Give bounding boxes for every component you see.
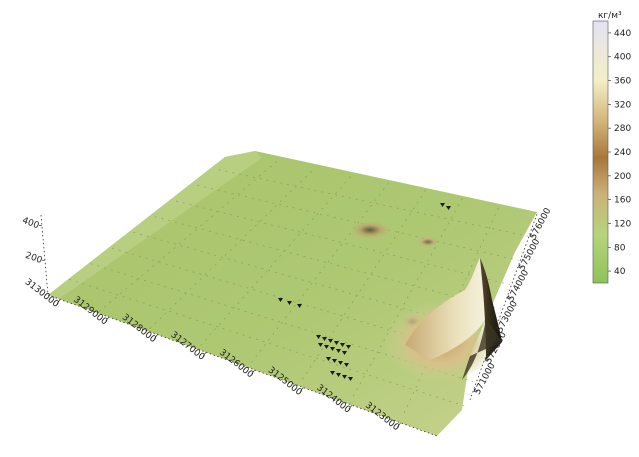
sample-marker (322, 337, 327, 341)
sample-marker (344, 363, 349, 367)
colorbar-tick-label: 280 (614, 124, 631, 134)
colorbar-tick-label: 200 (614, 172, 631, 182)
y-tick (507, 295, 512, 299)
y-tick (473, 388, 479, 392)
sample-marker (336, 349, 341, 353)
x-tick (105, 316, 110, 322)
grid-line (302, 190, 426, 380)
surface-bump-1 (348, 220, 392, 240)
y-tick (529, 233, 534, 237)
x-axis-line (47, 294, 438, 437)
colorbar: кг/м³ 40 80 120 160 200 240 280 320 360 400 440 (592, 11, 631, 284)
x-tick (202, 352, 207, 357)
x-tick (154, 334, 158, 339)
grid-line (352, 197, 464, 397)
colorbar-tick-labels: 40 80 120 160 200 240 280 320 360 400 440 (608, 29, 631, 277)
sample-marker (326, 357, 331, 361)
colorbar-tick-label: 160 (614, 196, 631, 206)
colorbar-tick-label: 360 (614, 77, 631, 87)
x-tick (397, 422, 401, 427)
grid-line (175, 200, 510, 286)
grid-line (111, 247, 483, 358)
sample-marker (336, 373, 341, 377)
z-tick-label: 400 (21, 216, 41, 231)
colorbar-tick-label: 400 (614, 53, 631, 63)
sample-marker (346, 345, 351, 349)
y-axis-line (469, 213, 538, 401)
surface-bump-2 (416, 236, 440, 248)
x-tick (300, 387, 304, 392)
y-tick-label: 573000 (495, 299, 520, 334)
z-tick-label: 200 (24, 251, 44, 266)
grid-line (200, 175, 352, 346)
colorbar-tick-label: 40 (614, 267, 626, 277)
x-tick (56, 299, 61, 304)
sample-marker (348, 377, 353, 381)
sample-marker (328, 339, 333, 343)
sample-marker (297, 304, 302, 308)
x-tick (348, 404, 353, 410)
z-axis-line (40, 214, 49, 296)
colorbar-tick-label: 240 (614, 148, 631, 158)
sample-marker (330, 347, 335, 351)
z-tick-labels: 200 400 (21, 216, 45, 266)
x-tick (251, 369, 255, 375)
sample-marker (278, 298, 283, 302)
sample-marker (316, 335, 321, 339)
surface-grid (69, 160, 528, 414)
colorbar-tick-label: 320 (614, 100, 631, 110)
sample-markers (278, 203, 451, 381)
surface-ridge (48, 151, 262, 298)
colorbar-unit: кг/м³ (598, 11, 622, 21)
y-tick-label: 575000 (517, 237, 542, 272)
y-tick (484, 357, 490, 361)
colorbar-tick-label: 120 (614, 219, 631, 229)
sample-marker (338, 361, 343, 365)
sample-marker (332, 359, 337, 363)
y-tick-label: 574000 (506, 268, 531, 303)
grid-line (251, 182, 389, 363)
sample-marker (324, 345, 329, 349)
sample-marker (334, 341, 339, 345)
sample-marker (446, 206, 451, 210)
sample-marker (287, 301, 292, 305)
y-tick (496, 326, 501, 330)
surface-peak-cliff (462, 318, 502, 380)
sample-marker (330, 371, 335, 375)
sample-marker (318, 343, 323, 347)
colorbar-swatch (592, 20, 609, 284)
colorbar-tick-label: 80 (614, 243, 626, 253)
sample-marker (440, 203, 445, 207)
sample-marker (342, 351, 347, 355)
colorbar-tick-label: 440 (614, 29, 631, 39)
sample-marker (340, 343, 345, 347)
surface-peak-lit (405, 258, 486, 360)
axes (40, 213, 538, 437)
y-tick (518, 264, 523, 268)
sample-marker (342, 375, 347, 379)
